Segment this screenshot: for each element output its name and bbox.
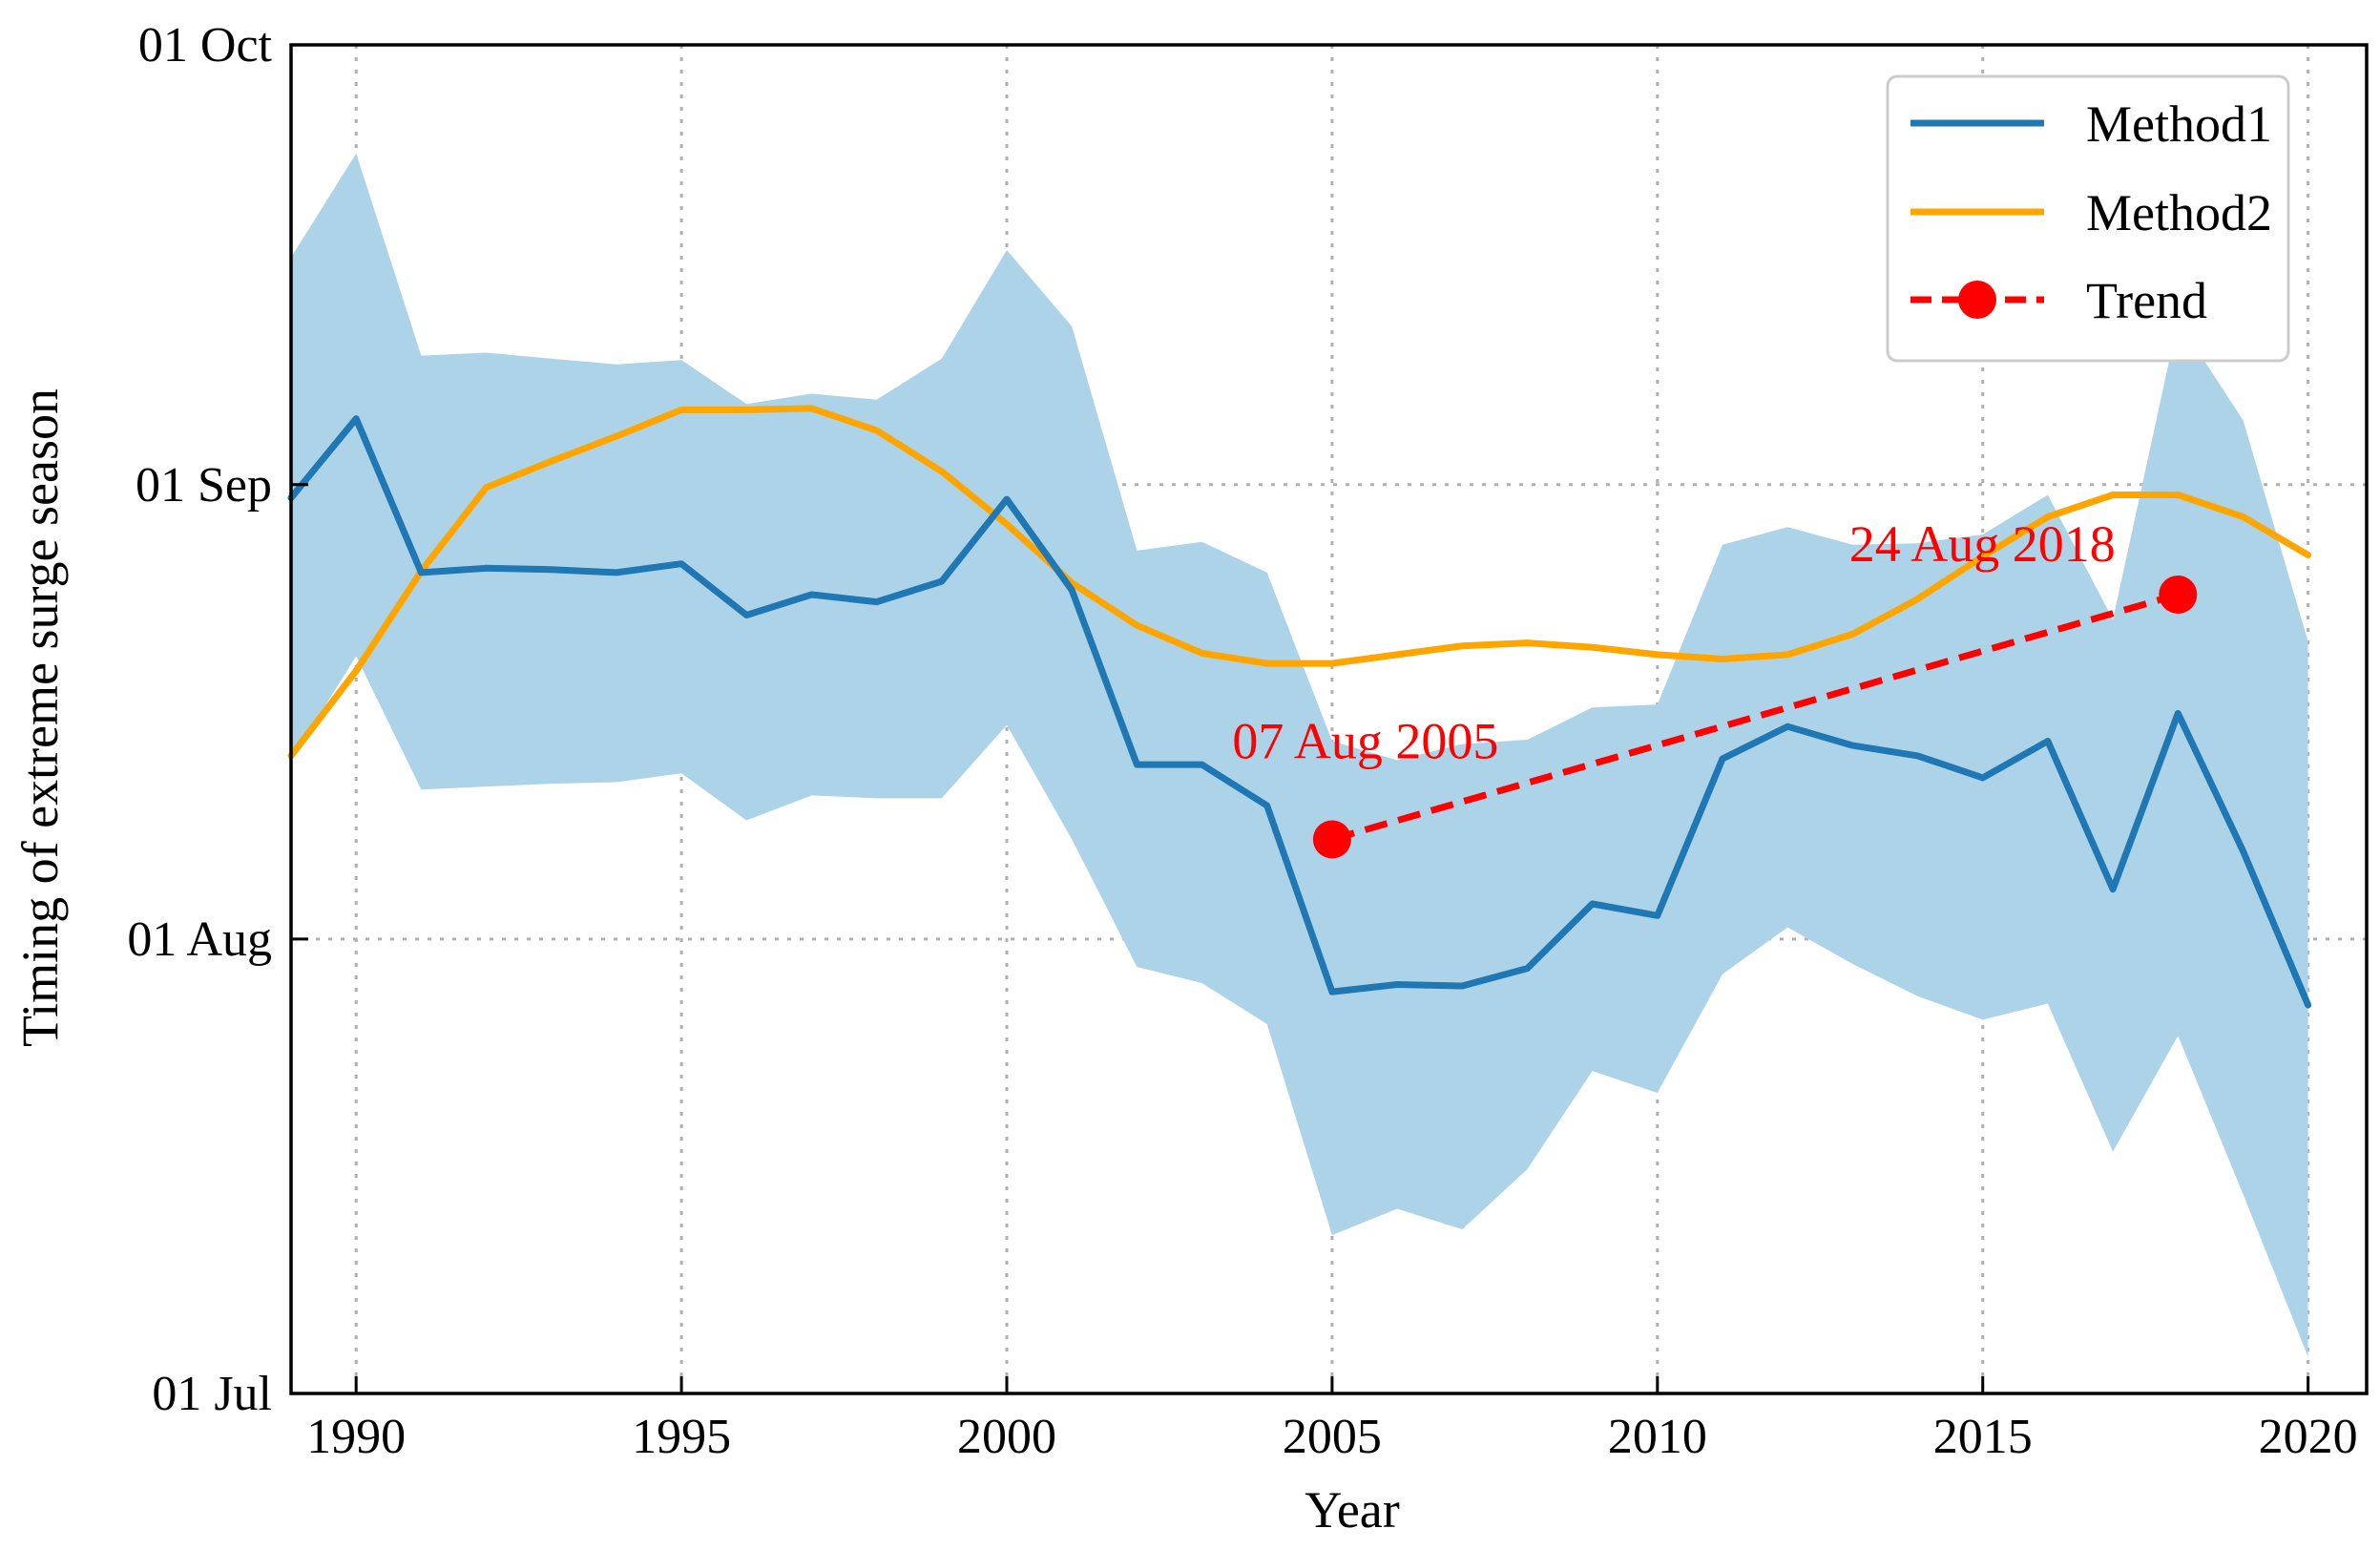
method1-line: [287, 415, 2312, 1009]
trend-point-2005: [1312, 820, 1351, 859]
x-tick-label-1990: 1990: [306, 1410, 406, 1464]
method1-uncertainty-band: [291, 153, 2308, 1357]
annotation-layer: 07 Aug 2005 24 Aug 2018: [1232, 515, 2115, 769]
legend-method1-label: Method1: [2086, 95, 2272, 153]
legend: Method1 Method2 Trend: [1886, 74, 2290, 363]
legend-trend-label: Trend: [2086, 272, 2207, 329]
trend-line: [1330, 591, 2180, 843]
trend-point-2018: [2159, 575, 2198, 614]
x-tick-label-2015: 2015: [1933, 1410, 2033, 1464]
x-axis-title: Year: [1305, 1481, 1400, 1539]
legend-method2-label: Method2: [2086, 184, 2272, 241]
legend-trend-marker: [1958, 281, 1996, 319]
trend-layer: [1312, 575, 2198, 859]
y-tick-label-01-oct: 01 Oct: [138, 18, 273, 73]
y-tick-label-01-jul: 01 Jul: [152, 1367, 272, 1421]
x-tick-label-2010: 2010: [1608, 1410, 1707, 1464]
trend-label-end: 24 Aug 2018: [1849, 515, 2116, 573]
y-tick-label-01-sep: 01 Sep: [136, 458, 272, 513]
trend-label-start: 07 Aug 2005: [1232, 712, 1498, 769]
plot-frame: [289, 43, 2369, 1395]
method2-line: [287, 405, 2312, 760]
x-tick-label-1995: 1995: [632, 1410, 731, 1464]
series-line-layer: [287, 405, 2312, 1009]
x-tick-label-2020: 2020: [2259, 1410, 2358, 1464]
y-tick-label-01-aug: 01 Aug: [127, 912, 272, 967]
x-tick-label-2000: 2000: [957, 1410, 1056, 1464]
x-tick-label-2005: 2005: [1283, 1410, 1382, 1464]
y-axis-title: Timing of extreme surge season: [11, 388, 69, 1047]
tick-layer: 1990 1995 2000 2005 2010 2015 2020 01 Jul 01 Aug…: [127, 18, 2357, 1464]
uncertainty-band-layer: [291, 153, 2308, 1357]
